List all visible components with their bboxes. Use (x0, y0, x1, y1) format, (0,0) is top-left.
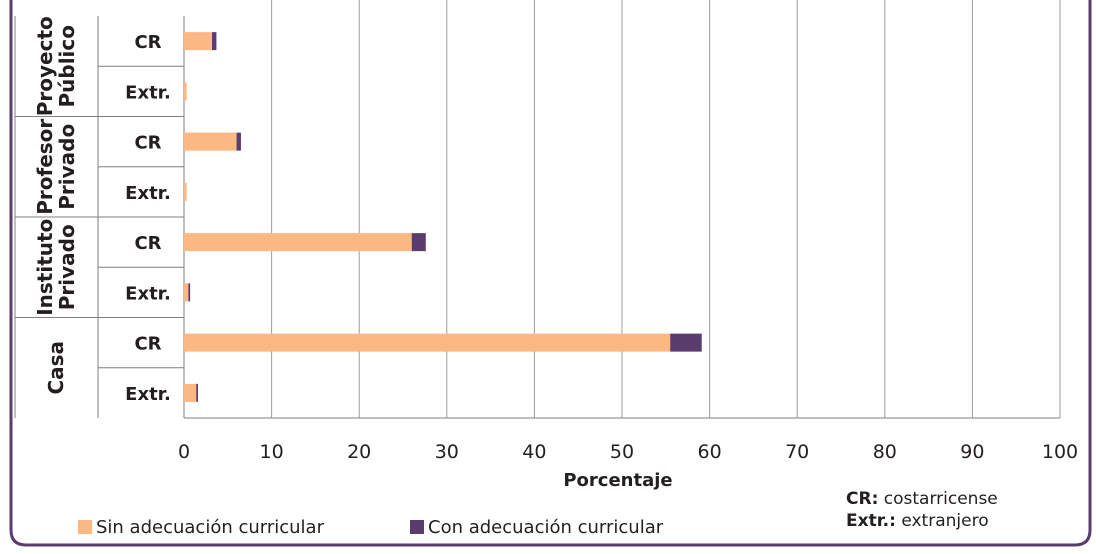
row-label: Extr. (125, 183, 171, 204)
group-label: Privado (55, 224, 79, 310)
bar-segment (184, 32, 213, 51)
group-label: Proyecto (33, 16, 57, 116)
bar-segment (196, 383, 199, 402)
group-label: Casa (44, 341, 68, 395)
bar-segment (188, 283, 191, 302)
legend-swatch (410, 520, 424, 534)
bar-segment (184, 333, 671, 352)
group-label: Profesor (33, 119, 57, 215)
x-axis-title: Porcentaje (563, 470, 672, 491)
bar-segment (184, 82, 187, 101)
bar-segment (236, 132, 241, 151)
x-tick-label: 80 (873, 441, 897, 463)
row-label: Extr. (125, 384, 171, 405)
x-tick-label: 20 (347, 441, 371, 463)
x-tick-label: 10 (260, 441, 284, 463)
abbreviation-notes: CR: costarricense Extr.: extranjero (846, 488, 998, 532)
bar-segment (184, 283, 189, 302)
group-label: Instituto (33, 219, 57, 316)
row-label: Extr. (125, 283, 171, 304)
x-tick-label: 70 (785, 441, 809, 463)
note-cr: CR: costarricense (846, 489, 998, 509)
legend-label: Sin adecuación curricular (96, 517, 325, 538)
x-tick-label: 60 (698, 441, 722, 463)
bar-segment (411, 233, 426, 252)
note-extr: Extr.: extranjero (846, 511, 989, 531)
legend-swatch (78, 520, 92, 534)
x-tick-label: 30 (435, 441, 459, 463)
row-label: CR (134, 233, 161, 254)
bar-segment (184, 132, 237, 151)
row-label: CR (134, 334, 161, 355)
row-label: Extr. (125, 82, 171, 103)
bar-segment (184, 383, 197, 402)
bar-segment (212, 32, 217, 51)
group-label: Público (55, 25, 79, 108)
row-label: CR (134, 32, 161, 53)
legend-label: Con adecuación curricular (428, 517, 664, 538)
frame-border (9, 0, 1092, 547)
bar-segment (184, 233, 412, 252)
group-label: Privado (55, 124, 79, 210)
x-tick-label: 90 (960, 441, 984, 463)
bar-segment (670, 333, 702, 352)
x-tick-label: 50 (610, 441, 634, 463)
x-tick-label: 100 (1042, 441, 1078, 463)
x-tick-label: 40 (522, 441, 546, 463)
bar-segment (184, 182, 187, 201)
row-label: CR (134, 133, 161, 154)
x-tick-label: 0 (178, 441, 190, 463)
